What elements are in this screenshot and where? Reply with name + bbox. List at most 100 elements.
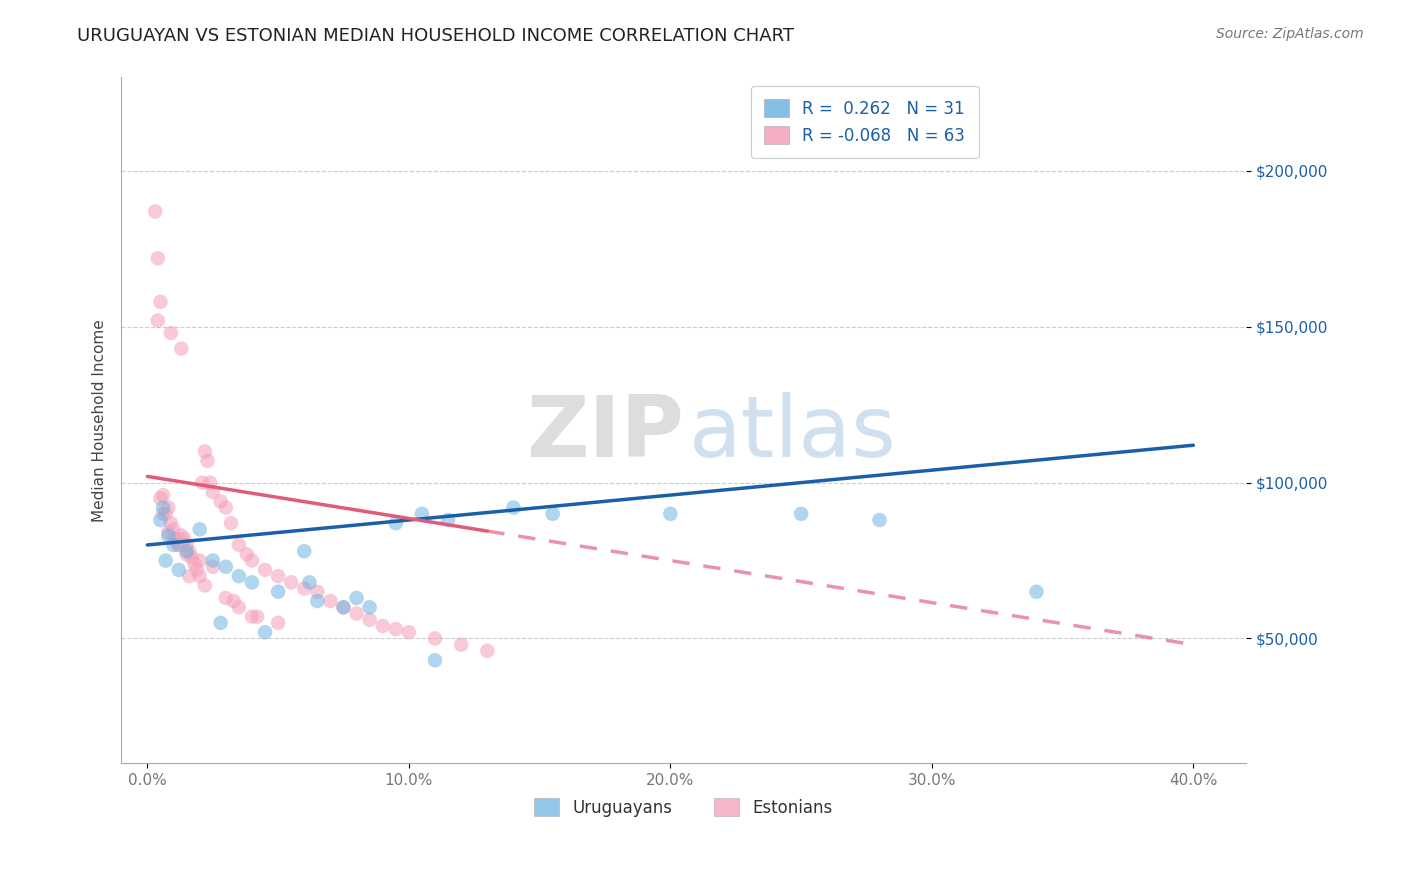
Point	[157, 500, 180, 515]
Point	[541, 507, 564, 521]
Point	[222, 594, 245, 608]
Point	[167, 538, 190, 552]
Point	[267, 584, 290, 599]
Point	[307, 594, 329, 608]
Point	[790, 507, 813, 521]
Point	[176, 544, 198, 558]
Point	[194, 444, 217, 458]
Point	[869, 513, 891, 527]
Point	[240, 575, 263, 590]
Point	[219, 516, 242, 530]
Point	[149, 294, 172, 309]
Point	[188, 569, 211, 583]
Point	[152, 488, 174, 502]
Text: Source: ZipAtlas.com: Source: ZipAtlas.com	[1216, 27, 1364, 41]
Y-axis label: Median Household Income: Median Household Income	[93, 319, 107, 522]
Point	[298, 575, 321, 590]
Point	[143, 204, 166, 219]
Point	[162, 522, 184, 536]
Legend: Uruguayans, Estonians: Uruguayans, Estonians	[527, 791, 839, 823]
Text: URUGUAYAN VS ESTONIAN MEDIAN HOUSEHOLD INCOME CORRELATION CHART: URUGUAYAN VS ESTONIAN MEDIAN HOUSEHOLD I…	[77, 27, 794, 45]
Point	[146, 313, 169, 327]
Point	[411, 507, 433, 521]
Point	[183, 557, 205, 571]
Point	[179, 544, 201, 558]
Point	[502, 500, 524, 515]
Point	[450, 638, 472, 652]
Point	[179, 569, 201, 583]
Point	[209, 494, 232, 508]
Point	[201, 559, 224, 574]
Point	[160, 326, 183, 340]
Point	[180, 550, 202, 565]
Point	[188, 522, 211, 536]
Point	[267, 615, 290, 630]
Point	[209, 615, 232, 630]
Point	[319, 594, 342, 608]
Point	[292, 582, 315, 596]
Point	[240, 609, 263, 624]
Point	[162, 532, 184, 546]
Point	[307, 584, 329, 599]
Point	[215, 500, 238, 515]
Point	[197, 454, 219, 468]
Text: ZIP: ZIP	[526, 392, 683, 475]
Point	[359, 600, 381, 615]
Point	[173, 532, 195, 546]
Point	[157, 525, 180, 540]
Point	[228, 600, 250, 615]
Point	[437, 513, 460, 527]
Point	[167, 563, 190, 577]
Point	[423, 632, 446, 646]
Point	[191, 475, 214, 490]
Point	[155, 553, 177, 567]
Point	[201, 553, 224, 567]
Point	[246, 609, 269, 624]
Point	[280, 575, 302, 590]
Point	[198, 475, 221, 490]
Point	[215, 559, 238, 574]
Point	[170, 342, 193, 356]
Point	[176, 547, 198, 561]
Point	[160, 516, 183, 530]
Point	[371, 619, 394, 633]
Point	[254, 625, 277, 640]
Text: atlas: atlas	[689, 392, 897, 475]
Point	[152, 500, 174, 515]
Point	[149, 491, 172, 506]
Point	[228, 538, 250, 552]
Point	[659, 507, 682, 521]
Point	[201, 485, 224, 500]
Point	[384, 622, 406, 636]
Point	[1025, 584, 1047, 599]
Point	[346, 591, 368, 605]
Point	[228, 569, 250, 583]
Point	[155, 507, 177, 521]
Point	[149, 513, 172, 527]
Point	[176, 538, 198, 552]
Point	[359, 613, 381, 627]
Point	[194, 578, 217, 592]
Point	[398, 625, 420, 640]
Point	[267, 569, 290, 583]
Point	[292, 544, 315, 558]
Point	[162, 538, 184, 552]
Point	[423, 653, 446, 667]
Point	[477, 644, 499, 658]
Point	[146, 251, 169, 265]
Point	[384, 516, 406, 530]
Point	[152, 507, 174, 521]
Point	[215, 591, 238, 605]
Point	[346, 607, 368, 621]
Point	[332, 600, 354, 615]
Point	[240, 553, 263, 567]
Point	[235, 547, 257, 561]
Point	[254, 563, 277, 577]
Point	[170, 528, 193, 542]
Point	[167, 538, 190, 552]
Point	[332, 600, 354, 615]
Point	[165, 532, 187, 546]
Point	[157, 528, 180, 542]
Point	[186, 563, 208, 577]
Point	[188, 553, 211, 567]
